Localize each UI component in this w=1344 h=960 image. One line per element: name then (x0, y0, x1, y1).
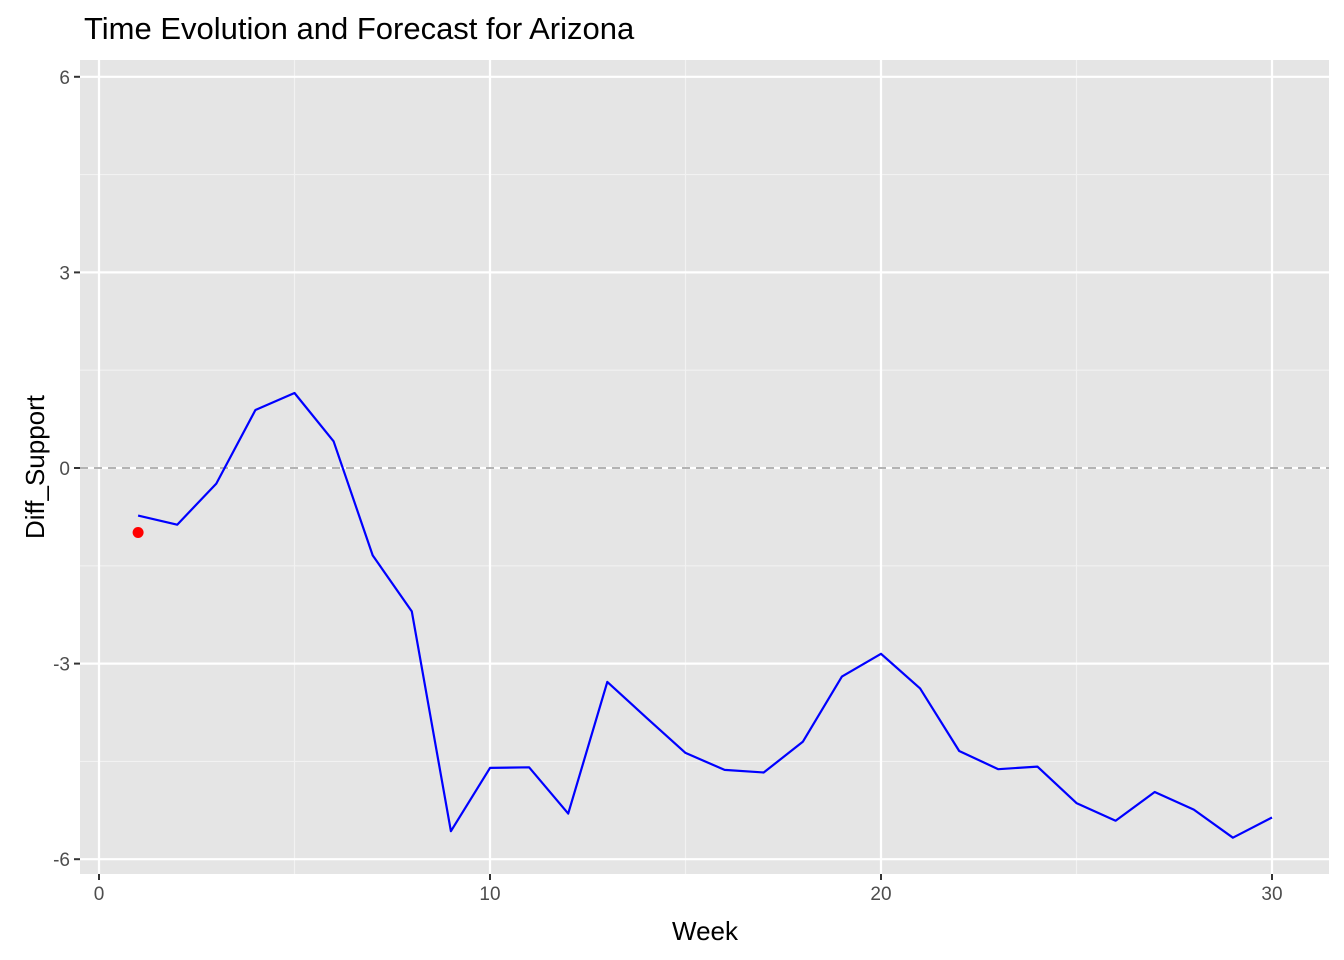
series-points (132, 527, 144, 539)
y-tick-label: -3 (53, 655, 70, 676)
x-tick-label: 10 (479, 884, 500, 905)
forecast-point (132, 527, 144, 539)
x-tick-label: 30 (1261, 884, 1282, 905)
y-axis-title: Diff_Support (20, 394, 50, 539)
y-tick-label: -6 (53, 850, 70, 871)
series-line (137, 391, 1273, 839)
x-tick-label: 0 (94, 884, 105, 905)
y-axis-ticks: -6 -3 0 3 6 (53, 68, 80, 871)
y-tick-label: 6 (59, 68, 70, 89)
x-tick-label: 20 (870, 884, 891, 905)
y-tick-label: 3 (59, 263, 70, 284)
x-axis-title: Week (672, 916, 739, 946)
y-tick-label: 0 (59, 459, 70, 480)
chart-title: Time Evolution and Forecast for Arizona (84, 11, 635, 46)
x-axis-ticks: 0 10 20 30 (94, 874, 1283, 905)
